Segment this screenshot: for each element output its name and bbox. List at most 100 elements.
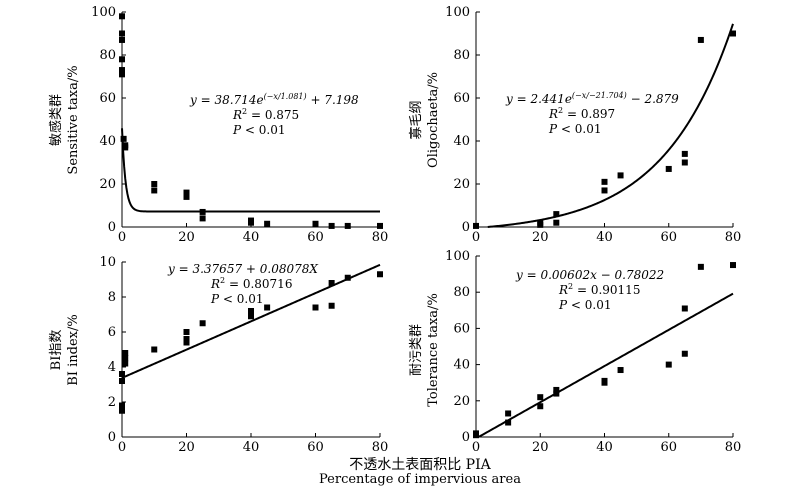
y-tick-label: 40 xyxy=(453,358,470,373)
y-tick-label: 100 xyxy=(91,5,116,20)
x-tick-label: 20 xyxy=(178,230,195,245)
y-tick-label: 60 xyxy=(453,321,470,336)
data-point xyxy=(697,36,704,43)
y-axis-label-cn: 耐污类群 xyxy=(409,324,424,376)
panel-top-left: 0 20 40 60 80 100 0 20 40 60 80 敏感类群 Sensitive taxa/… xyxy=(48,5,388,245)
x-tick-label: 0 xyxy=(118,230,126,245)
y-tick-label: 6 xyxy=(108,325,116,340)
data-point xyxy=(681,150,688,157)
data-point xyxy=(122,144,129,151)
y-tick-label: 20 xyxy=(453,394,470,409)
x-tick-label: 20 xyxy=(532,230,549,245)
data-point xyxy=(248,219,254,226)
y-axis-label-en: Oligochaeta/% xyxy=(426,72,441,168)
p-value-label: P < 0.01 xyxy=(548,122,601,136)
fit-curve xyxy=(121,263,381,379)
y-tick-label: 80 xyxy=(453,48,470,63)
r-squared-label: R2 = 0.90115 xyxy=(558,282,640,297)
data-point xyxy=(248,308,254,314)
x-tick-label: 0 xyxy=(472,440,480,455)
y-tick-label: 80 xyxy=(453,285,470,300)
y-tick-label: 100 xyxy=(445,5,470,20)
data-point xyxy=(119,371,125,377)
data-point xyxy=(537,219,544,226)
data-point xyxy=(119,56,125,63)
fit-equation: y = 0.00602x − 0.78022 xyxy=(515,268,664,282)
data-point xyxy=(199,215,206,222)
data-point xyxy=(681,159,688,166)
data-point xyxy=(264,220,271,227)
y-tick-label: 20 xyxy=(453,177,470,192)
data-point xyxy=(344,274,351,281)
data-point xyxy=(730,30,736,37)
data-point xyxy=(473,222,479,229)
data-point xyxy=(601,379,608,386)
x-axis-label-cn: 不透水土表面积比 PIA xyxy=(349,457,491,473)
data-point xyxy=(119,13,125,20)
x-tick-label: 40 xyxy=(243,440,260,455)
y-tick-label: 80 xyxy=(99,48,116,63)
data-point xyxy=(248,313,254,320)
y-tick-label: 4 xyxy=(108,360,116,375)
data-point xyxy=(505,419,512,426)
fit-curve xyxy=(121,128,380,213)
y-tick-label: 0 xyxy=(462,430,470,445)
data-point xyxy=(665,165,672,172)
data-point xyxy=(122,355,129,362)
y-tick-label: 2 xyxy=(108,395,116,410)
data-point xyxy=(119,402,125,409)
x-tick-label: 0 xyxy=(472,230,480,245)
x-tick-label: 80 xyxy=(725,230,742,245)
r-squared-label: R2 = 0.875 xyxy=(232,107,299,122)
fit-equation: y = 38.714e(−x/1.081) + 7.198 xyxy=(189,92,359,107)
data-point xyxy=(122,360,129,367)
x-tick-label: 0 xyxy=(118,440,126,455)
data-point xyxy=(537,394,544,401)
r-squared-label: R2 = 0.80716 xyxy=(210,276,292,291)
fit-curve xyxy=(487,23,734,228)
data-point xyxy=(122,350,129,356)
fit-equation: y = 3.37657 + 0.08078X xyxy=(167,262,318,276)
y-tick-label: 0 xyxy=(108,430,116,445)
x-tick-label: 20 xyxy=(532,440,549,455)
y-tick-label: 40 xyxy=(99,134,116,149)
x-axis-label-en: Percentage of impervious area xyxy=(319,472,521,487)
data-point xyxy=(328,302,335,309)
y-tick-label: 20 xyxy=(99,177,116,192)
panel-bottom-left: 0 2 4 6 8 10 0 20 40 60 80 BI指数 BI index/% y = 3.3765… xyxy=(49,255,388,455)
data-point xyxy=(681,350,688,357)
data-point xyxy=(120,135,127,142)
p-value-label: P < 0.01 xyxy=(210,292,263,306)
data-point xyxy=(553,219,560,226)
data-point xyxy=(199,208,206,215)
data-point xyxy=(151,346,158,353)
data-point xyxy=(183,193,190,200)
y-tick-label: 60 xyxy=(99,91,116,106)
x-tick-label: 80 xyxy=(372,230,389,245)
x-tick-label: 80 xyxy=(725,440,742,455)
data-point xyxy=(505,410,512,417)
data-point xyxy=(119,36,125,43)
data-point xyxy=(312,304,319,311)
data-point xyxy=(617,367,624,374)
data-point xyxy=(473,430,479,437)
x-tick-label: 40 xyxy=(596,230,613,245)
data-point xyxy=(183,329,190,335)
data-point xyxy=(119,407,125,414)
data-point xyxy=(119,30,125,37)
data-point xyxy=(312,220,319,227)
fit-equation: y = 2.441e(−x/−21.704) − 2.879 xyxy=(505,91,679,106)
data-point xyxy=(264,304,271,311)
y-tick-label: 0 xyxy=(462,220,470,235)
data-point xyxy=(119,71,125,78)
y-tick-label: 8 xyxy=(108,290,116,305)
y-axis-label-en: BI index/% xyxy=(66,314,81,385)
x-tick-label: 20 xyxy=(178,440,195,455)
data-point xyxy=(681,305,688,312)
y-axis-label-cn: BI指数 xyxy=(49,330,64,371)
y-tick-label: 40 xyxy=(453,134,470,149)
y-axis-label-en: Tolerance taxa/% xyxy=(426,293,441,407)
y-tick-label: 100 xyxy=(445,249,470,264)
data-point xyxy=(553,211,560,218)
